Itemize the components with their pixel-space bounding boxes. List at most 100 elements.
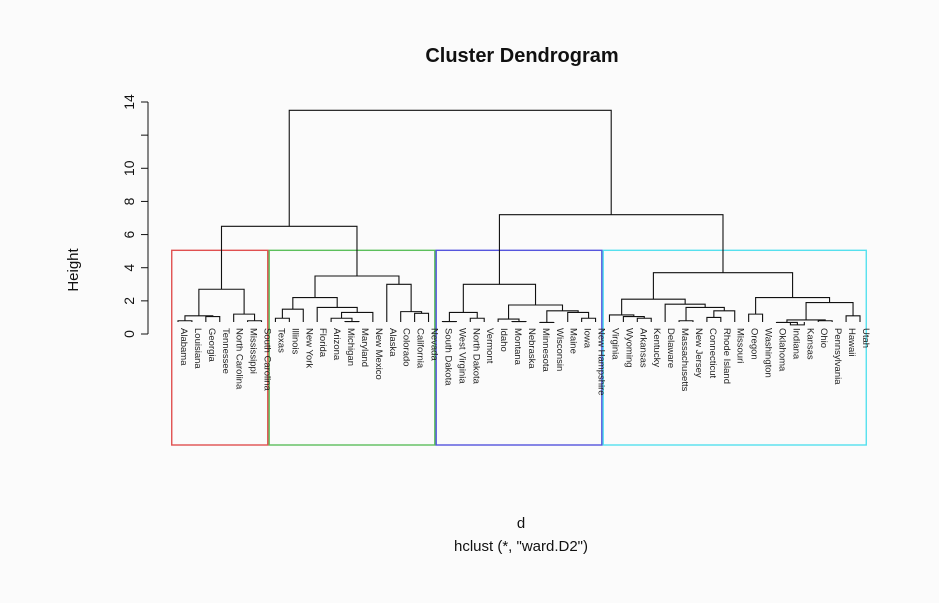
leaf-label: Maine <box>568 328 579 354</box>
leaf-label: Rhode Island <box>721 328 732 384</box>
leaf-label: South Dakota <box>442 328 453 386</box>
dendrogram-branch <box>386 283 412 322</box>
dendrogram-branch <box>220 225 358 290</box>
dendrogram-branches <box>177 109 861 326</box>
leaf-label: California <box>415 328 426 369</box>
dendrogram-branch <box>713 310 736 322</box>
leaf-label: Ohio <box>818 328 829 348</box>
leaf-label: Alabama <box>178 328 189 366</box>
leaf-label: Massachusetts <box>679 328 690 392</box>
dendrogram-branch <box>622 316 645 322</box>
dendrogram-branch <box>340 311 374 322</box>
leaf-label: Georgia <box>206 328 217 363</box>
dendrogram-branch <box>664 303 706 322</box>
dendrogram-branch <box>177 320 193 322</box>
leaf-label: Kansas <box>804 328 815 360</box>
y-axis-label: Height <box>65 247 82 291</box>
leaf-label: Missouri <box>735 328 746 363</box>
dendrogram-branch <box>685 306 725 321</box>
leaf-label: Nebraska <box>526 328 537 369</box>
leaf-label: North Carolina <box>234 328 245 390</box>
leaf-label: Idaho <box>498 328 509 352</box>
dendrogram-branch <box>497 318 520 322</box>
leaf-label: Vermont <box>484 328 495 364</box>
x-axis-label: d <box>517 515 525 532</box>
leaf-label: Utah <box>860 328 871 348</box>
leaf-label: Arizona <box>331 328 342 361</box>
dendrogram-branch <box>755 296 831 315</box>
cluster-box <box>602 249 867 446</box>
dendrogram-branch <box>817 320 833 322</box>
y-tick-label: 4 <box>121 264 137 272</box>
dendrogram-branch <box>281 308 304 322</box>
dendrogram-branch <box>581 317 597 322</box>
dendrogram-branch <box>247 320 263 322</box>
dendrogram-branch <box>678 320 694 322</box>
leaf-label: Arkansas <box>637 328 648 368</box>
dendrogram-branch <box>205 316 221 322</box>
leaf-label: Wyoming <box>623 328 634 368</box>
leaf-label: Texas <box>275 328 286 353</box>
leaf-label: Florida <box>317 328 328 358</box>
leaf-label: Michigan <box>345 328 356 366</box>
chart-title: Cluster Dendrogram <box>425 45 618 67</box>
leaf-label: Mississippi <box>248 328 259 374</box>
dendrogram-branch <box>198 288 245 316</box>
dendrogram-branch <box>508 304 564 320</box>
dendrogram-branch <box>400 311 423 322</box>
leaf-label: Delaware <box>665 328 676 368</box>
leaf-label: Pennsylvania <box>832 328 843 385</box>
leaf-label: New Mexico <box>373 328 384 380</box>
dendrogram-branch <box>567 311 590 322</box>
leaf-label: Minnesota <box>540 328 551 373</box>
dendrogram-branch <box>748 313 764 322</box>
dendrogram-branch <box>706 316 722 322</box>
leaf-label: Oklahoma <box>776 328 787 372</box>
leaf-label: Washington <box>763 328 774 378</box>
cluster-boxes <box>171 249 867 446</box>
dendrogram-branch <box>608 314 635 322</box>
leaf-label: New York <box>303 328 314 368</box>
leaf-label: Louisiana <box>192 328 203 369</box>
method-subtitle: hclust (*, "ward.D2") <box>454 538 588 555</box>
leaf-label: West Virginia <box>456 328 467 384</box>
leaf-label: Iowa <box>582 328 593 349</box>
dendrogram-branch <box>448 311 478 322</box>
leaf-label: South Carolina <box>262 328 273 392</box>
cluster-box <box>435 249 603 446</box>
leaf-label: Wisconsin <box>554 328 565 371</box>
y-tick-label: 8 <box>121 197 137 205</box>
leaf-label: Alaska <box>387 328 398 357</box>
cluster-box <box>171 249 269 446</box>
dendrogram-branch <box>621 298 686 315</box>
dendrogram-branch <box>498 214 724 285</box>
dendrogram-branch <box>288 109 612 227</box>
dendrogram-branch <box>462 283 537 313</box>
leaf-label: Oregon <box>749 328 760 360</box>
leaf-label: Nevada <box>429 328 440 361</box>
leaf-label: Maryland <box>359 328 370 367</box>
leaf-label: Hawaii <box>846 328 857 357</box>
leaf-labels: Alabama Louisiana Georgia Tennessee North Ca… <box>178 328 871 396</box>
leaf-label: New Hampshire <box>596 328 607 396</box>
dendrogram-branch <box>316 306 358 322</box>
leaf-label: Virginia <box>609 328 620 360</box>
leaf-label: New Jersey <box>693 328 704 378</box>
leaf-label: Colorado <box>401 328 412 367</box>
y-tick-label: 2 <box>121 297 137 305</box>
dendrogram-branch <box>789 322 805 326</box>
dendrogram-branch <box>414 312 430 322</box>
dendrogram-branch <box>652 272 794 300</box>
dendrogram-branch <box>845 315 861 322</box>
cluster-box <box>268 249 436 446</box>
leaf-label: North Dakota <box>470 328 481 385</box>
y-tick-label: 10 <box>121 160 137 176</box>
y-axis: 0 2 4 6 8 10 14 <box>121 94 149 338</box>
y-tick-label: 6 <box>121 230 137 238</box>
dendrogram-branch <box>469 317 485 322</box>
leaf-label: Montana <box>512 328 523 366</box>
leaf-label: Tennessee <box>220 328 231 374</box>
leaf-label: Connecticut <box>707 328 718 379</box>
